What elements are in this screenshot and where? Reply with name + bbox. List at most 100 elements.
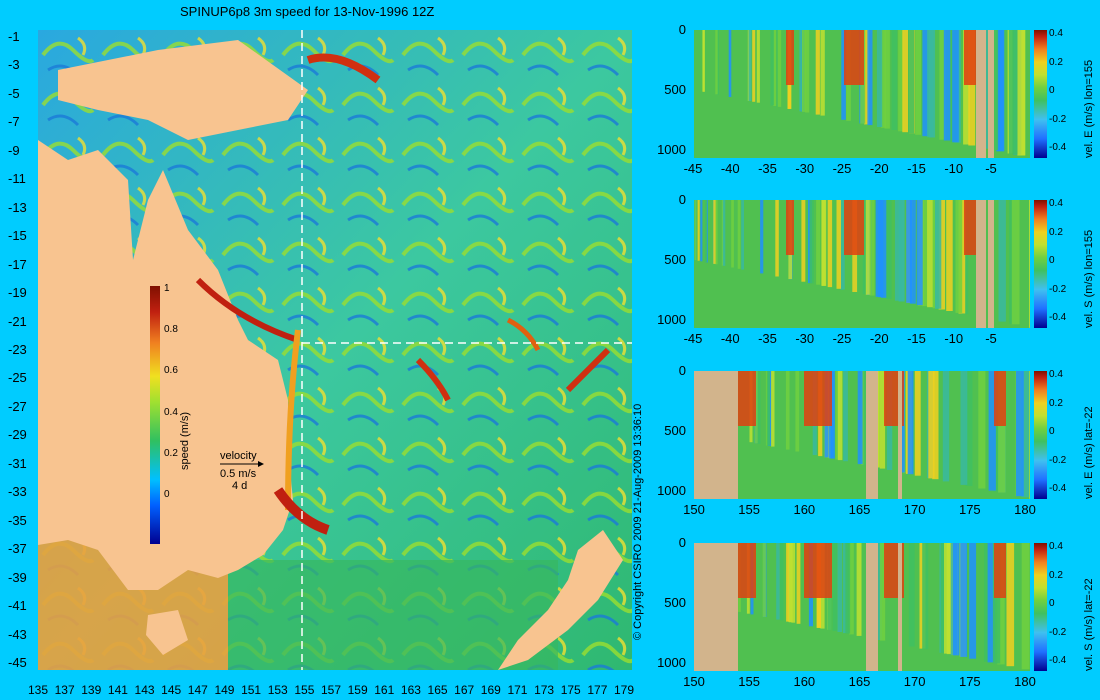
colorbar-tick-label: 0.6: [164, 365, 178, 377]
x-tick-label: 165: [848, 502, 871, 517]
lon-tick-label: 175: [560, 683, 581, 697]
depth-tick-label: 1000: [657, 483, 686, 498]
panel-colorbar-tick: -0.4: [1049, 655, 1067, 666]
lat-tick-label: -39: [8, 569, 27, 585]
panel-colorbar: [1034, 543, 1047, 671]
lon-tick-label: 139: [81, 683, 102, 697]
section-plot: [694, 200, 1030, 328]
lon-tick-label: 167: [454, 683, 475, 697]
lon-tick-label: 165: [427, 683, 448, 697]
section-plot: [694, 30, 1030, 158]
lat-tick-label: -45: [8, 655, 27, 670]
lat-tick-label: -21: [8, 313, 27, 329]
x-tick-label: 180: [1014, 502, 1036, 517]
panel-colorbar-tick: 0: [1049, 426, 1055, 437]
panel-colorbar-tick: 0.2: [1049, 226, 1063, 238]
lat-tick-label: -15: [8, 228, 27, 244]
depth-tick-label: 1000: [657, 312, 686, 327]
x-tick-label: 160: [793, 674, 816, 689]
land-mask: [866, 543, 878, 671]
panel-colorbar-tick: 0.2: [1049, 56, 1063, 68]
copyright-text: © Copyright CSIRO 2009 21-Aug-2009 13:36…: [632, 403, 644, 640]
lon-tick-label: 179: [613, 683, 635, 697]
panel-colorbar-tick: 0.4: [1049, 369, 1063, 380]
colorbar-tick-label: 0.4: [164, 406, 178, 418]
lat-tick-label: -43: [8, 626, 27, 642]
x-tick-label: -25: [832, 331, 852, 346]
x-tick-label: -25: [832, 161, 852, 176]
panel-colorbar-tick: 0.2: [1049, 397, 1063, 409]
speed-colorbar-label: speed (m/s): [179, 411, 191, 470]
lon-tick-label: 159: [347, 683, 368, 697]
lat-tick-label: -27: [8, 398, 27, 414]
tasmania-land: [146, 610, 188, 655]
lon-tick-label: 137: [54, 683, 75, 697]
section-plot: [694, 543, 1030, 671]
panel-colorbar-tick: -0.2: [1049, 454, 1067, 466]
land-mask: [988, 200, 994, 328]
panel-colorbar-tick: 0: [1049, 85, 1055, 96]
panel-colorbar-tick: -0.2: [1049, 283, 1067, 295]
lon-tick-label: 177: [587, 683, 608, 697]
lat-tick-label: -1: [8, 29, 20, 44]
x-tick-label: -10: [944, 331, 964, 346]
lon-tick-label: 169: [480, 683, 501, 697]
depth-tick-label: 500: [664, 423, 686, 438]
lon-tick-label: 149: [214, 683, 235, 697]
lat-tick-label: -29: [8, 427, 27, 443]
new-zealand-land: [498, 530, 623, 670]
x-tick-label: -40: [720, 331, 740, 346]
speed-map: [38, 30, 632, 670]
velocity-legend-speed: 0.5 m/s: [220, 468, 257, 480]
section-panel: [694, 30, 1030, 158]
speed-colorbar: [150, 286, 160, 544]
panel-variable-label: vel. S (m/s) lon=155: [1083, 229, 1095, 328]
x-tick-label: -35: [758, 161, 777, 176]
land-mask: [976, 200, 986, 328]
lon-tick-label: 171: [507, 683, 528, 697]
x-tick-label: -10: [944, 161, 964, 176]
x-tick-label: 160: [793, 502, 816, 517]
panel-variable-label: vel. S (m/s) lat=-22: [1083, 578, 1095, 671]
lon-tick-label: 147: [187, 683, 208, 697]
lon-tick-label: 141: [107, 683, 128, 697]
panel-colorbar: [1034, 371, 1047, 499]
depth-tick-label: 0: [678, 363, 686, 378]
lon-tick-label: 157: [320, 683, 342, 697]
panel-colorbar: [1034, 200, 1047, 328]
x-tick-label: -20: [869, 331, 889, 346]
x-tick-label: -15: [907, 331, 926, 346]
depth-tick-label: 0: [678, 192, 686, 207]
section-plot: [694, 371, 1030, 499]
lat-tick-label: -7: [8, 114, 20, 130]
x-tick-label: -20: [869, 161, 889, 176]
x-tick-label: 170: [903, 674, 926, 689]
depth-tick-label: 1000: [657, 142, 686, 157]
land-mask: [694, 543, 738, 671]
depth-tick-label: 500: [664, 252, 686, 267]
velocity-legend: velocity 0.5 m/s 4 d: [220, 450, 264, 492]
lat-tick-label: -3: [8, 57, 20, 73]
lon-tick-label: 135: [27, 683, 49, 697]
plot-title: SPINUP6p8 3m speed for 13-Nov-1996 12Z: [180, 4, 435, 19]
lat-tick-label: -25: [8, 370, 27, 386]
panel-colorbar-tick: 0.4: [1049, 541, 1063, 552]
x-tick-label: 175: [958, 502, 981, 517]
x-tick-label: -45: [683, 331, 703, 346]
x-tick-label: -30: [795, 161, 815, 176]
colorbar-tick-label: 1: [164, 283, 170, 294]
panel-colorbar-tick: 0: [1049, 255, 1055, 266]
x-tick-label: -5: [985, 161, 997, 176]
depth-tick-label: 500: [664, 82, 686, 97]
lat-tick-label: -5: [8, 85, 20, 101]
panel-colorbar-tick: -0.4: [1049, 483, 1067, 494]
panel-variable-label: vel. E (m/s) lat=-22: [1083, 406, 1095, 499]
australia-land: [38, 140, 293, 590]
lon-tick-label: 151: [241, 683, 262, 697]
x-tick-label: 175: [958, 674, 981, 689]
x-tick-label: -5: [985, 331, 997, 346]
panel-colorbar-tick: 0: [1049, 598, 1055, 609]
x-tick-label: -35: [758, 331, 777, 346]
new-guinea-land: [58, 40, 308, 140]
panel-colorbar-tick: -0.2: [1049, 113, 1067, 125]
